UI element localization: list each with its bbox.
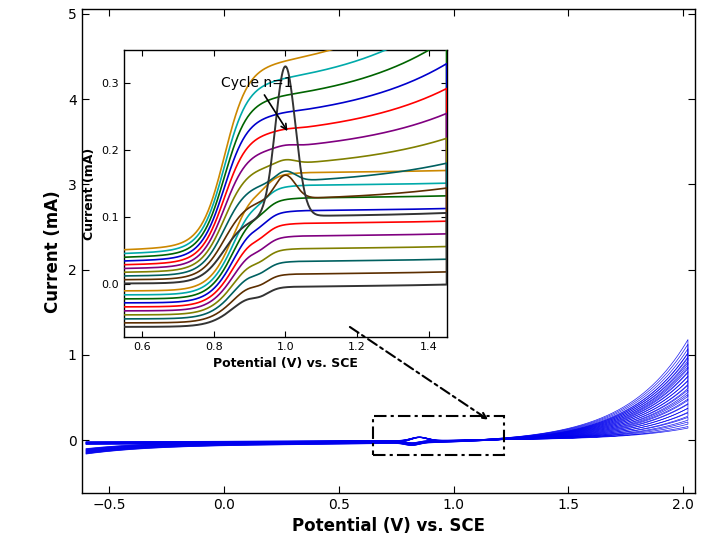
X-axis label: Potential (V) vs. SCE: Potential (V) vs. SCE: [291, 517, 485, 535]
Text: Cycle n=1: Cycle n=1: [221, 76, 293, 130]
X-axis label: Potential (V) vs. SCE: Potential (V) vs. SCE: [213, 358, 358, 370]
Y-axis label: Current (mA): Current (mA): [44, 190, 62, 312]
Y-axis label: Current (mA): Current (mA): [83, 148, 96, 240]
